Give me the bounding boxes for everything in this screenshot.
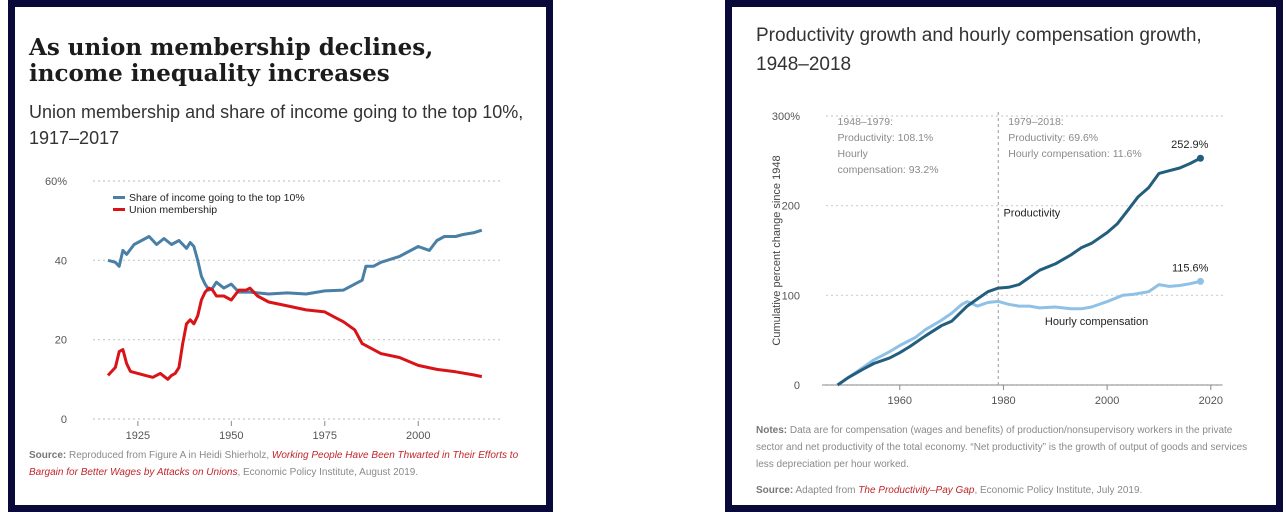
productivity-pay-panel: Productivity growth and hourly compensat… bbox=[725, 0, 1283, 512]
period2-annotation: Hourly compensation: 11.6% bbox=[1008, 148, 1141, 160]
y-tick-label: 300% bbox=[772, 111, 800, 123]
x-tick-label: 2000 bbox=[1095, 395, 1119, 407]
y-tick-label: 60% bbox=[45, 176, 67, 188]
y-axis-label: Cumulative percent change since 1948 bbox=[771, 155, 783, 345]
productivity-end-label: 252.9% bbox=[1171, 139, 1209, 151]
series-label-productivity: Productivity bbox=[1003, 207, 1060, 219]
period1-annotation: compensation: 93.2% bbox=[838, 164, 939, 176]
left-source-suffix: , Economic Policy Institute, August 2019… bbox=[237, 467, 419, 478]
x-tick-label: 1960 bbox=[888, 395, 912, 407]
y-tick-label: 20 bbox=[55, 335, 67, 347]
series-endpoint-productivity bbox=[1196, 154, 1204, 162]
right-source-label: Source: bbox=[756, 485, 794, 496]
right-chart-title: Productivity growth and hourly compensat… bbox=[756, 25, 1202, 75]
legend-label-share-of-income-going-to-the-top-10: Share of income going to the top 10% bbox=[129, 192, 305, 204]
legend-swatch-union-membership bbox=[113, 208, 125, 211]
x-tick-label: 1980 bbox=[991, 395, 1015, 407]
left-source-prefix: Reproduced from Figure A in Heidi Shierh… bbox=[66, 450, 272, 461]
union-inequality-panel: As union membership declines, income ine… bbox=[8, 0, 553, 512]
series-line-productivity bbox=[836, 156, 1202, 387]
series-line-share-of-income-going-to-the-top-10 bbox=[107, 228, 483, 296]
y-tick-label: 200 bbox=[782, 201, 800, 213]
y-tick-label: 0 bbox=[61, 414, 67, 426]
period2-annotation: Productivity: 69.6% bbox=[1008, 132, 1098, 144]
period1-annotation: 1948–1979: bbox=[838, 116, 893, 128]
series-line-hourly-compensation bbox=[836, 279, 1201, 387]
y-tick-label: 0 bbox=[794, 380, 800, 392]
left-chart-title: As union membership declines, income ine… bbox=[29, 34, 434, 87]
y-tick-label: 100 bbox=[782, 290, 800, 302]
right-source-suffix: , Economic Policy Institute, July 2019. bbox=[974, 485, 1143, 496]
x-tick-label: 2020 bbox=[1199, 395, 1223, 407]
legend-label-union-membership: Union membership bbox=[129, 204, 217, 216]
x-tick-label: 2000 bbox=[406, 430, 430, 442]
series-line-union-membership bbox=[106, 286, 483, 381]
x-tick-label: 1975 bbox=[313, 430, 337, 442]
right-notes: Notes: Data are for compensation (wages … bbox=[756, 422, 1256, 473]
right-source-prefix: Adapted from bbox=[793, 485, 859, 496]
x-tick-label: 1950 bbox=[219, 430, 243, 442]
productivity-compensation-chart: 0 100 200 300% 1960 1980 2000 2020 Cumulative pe… bbox=[771, 111, 1224, 407]
right-source-title: The Productivity–Pay Gap bbox=[858, 485, 975, 496]
left-chart-subtitle: Union membership and share of income goi… bbox=[29, 102, 524, 148]
right-notes-label: Notes: bbox=[756, 425, 788, 436]
union-inequality-chart: 0 20 40 60% 1925 1950 1975 2000 Share of income … bbox=[45, 176, 501, 442]
left-source-note: Source: Reproduced from Figure A in Heid… bbox=[29, 447, 544, 481]
period2-annotation: 1979–2018: bbox=[1008, 116, 1063, 128]
x-tick-label: 1925 bbox=[126, 430, 150, 442]
legend-swatch-share-of-income-going-to-the-top-10 bbox=[113, 196, 125, 199]
left-source-title: Working People Have Been Thwarted in The… bbox=[29, 450, 519, 478]
left-source-label: Source: bbox=[29, 450, 67, 461]
right-source-note: Source: Adapted from The Productivity–Pa… bbox=[756, 482, 1256, 499]
y-tick-label: 40 bbox=[55, 255, 67, 267]
right-notes-text: Data are for compensation (wages and ben… bbox=[756, 425, 1248, 470]
compensation-end-label: 115.6% bbox=[1172, 262, 1209, 274]
period1-annotation: Productivity: 108.1% bbox=[838, 132, 934, 144]
period1-annotation: Hourly bbox=[838, 148, 869, 160]
series-endpoint-hourly-compensation bbox=[1196, 277, 1204, 285]
series-label-hourly-compensation: Hourly compensation bbox=[1045, 316, 1148, 328]
